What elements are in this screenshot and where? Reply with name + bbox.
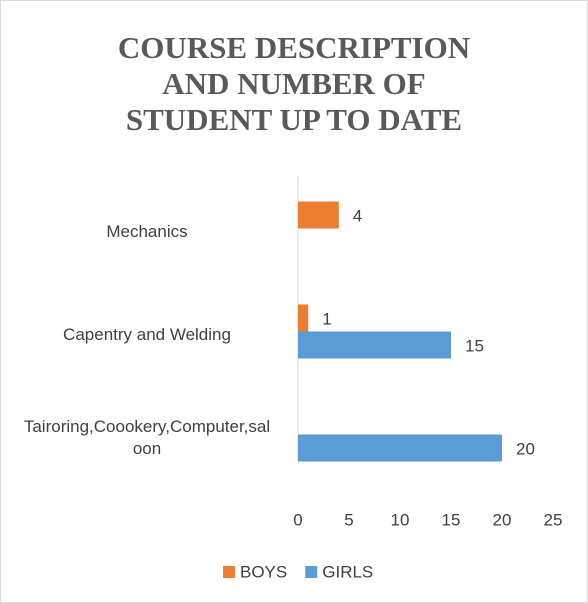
x-tick-label: 15	[442, 510, 461, 529]
bar	[298, 304, 309, 332]
title-line: STUDENT UP TO DATE	[125, 102, 463, 137]
legend-swatch	[305, 566, 318, 578]
x-tick-label: 20	[493, 510, 512, 529]
data-label: 20	[516, 439, 535, 458]
x-tick-label: 10	[391, 510, 410, 529]
data-label: 1	[322, 309, 331, 328]
data-label: 15	[465, 336, 484, 355]
legend-label: GIRLS	[322, 562, 373, 581]
chart-title: COURSE DESCRIPTION AND NUMBER OF STUDENT U…	[0, 30, 588, 138]
y-tick-label: Capentry and Welding	[63, 324, 231, 344]
y-tick-label: Tairoring,Coookery,Computer,saloon	[23, 416, 271, 458]
y-tick-label: Mechanics	[106, 221, 188, 241]
legend-swatch	[223, 566, 235, 578]
x-tick-label: 5	[344, 510, 353, 529]
bar	[298, 331, 451, 359]
x-tick-label: 25	[544, 510, 563, 529]
title-line: AND NUMBER OF	[162, 66, 426, 101]
legend-label: BOYS	[240, 562, 287, 581]
bar	[298, 434, 502, 462]
x-tick-label: 0	[293, 510, 302, 529]
data-label: 4	[353, 206, 362, 225]
title-line: COURSE DESCRIPTION	[117, 30, 471, 65]
bar	[298, 201, 339, 229]
